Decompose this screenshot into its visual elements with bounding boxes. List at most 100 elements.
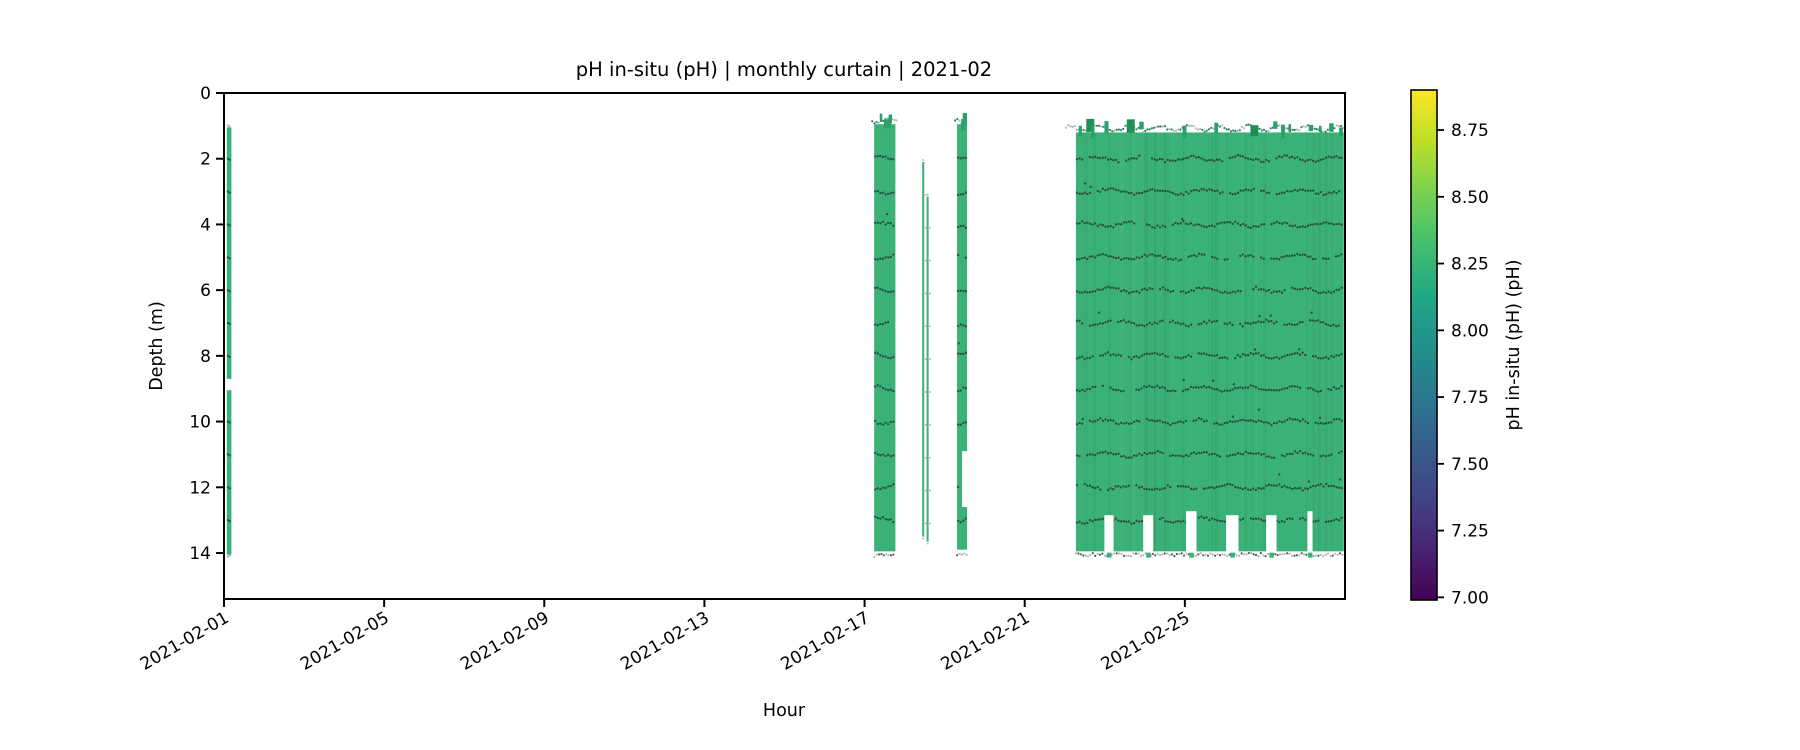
trace-dots	[1075, 252, 1343, 262]
curtain-segment-line-feb18-b	[926, 193, 932, 545]
colorbar-tick-label: 8.00	[1451, 321, 1489, 341]
texture-stripe	[1168, 132, 1169, 551]
colorbar-tick-label: 8.25	[1451, 255, 1489, 275]
notch-bottom-stub	[1189, 552, 1194, 558]
surface-spike	[1139, 121, 1144, 130]
strip-edge-dots	[226, 124, 232, 558]
surface-spike	[1182, 125, 1187, 139]
trace-dots	[1075, 182, 1341, 197]
x-axis-label: Hour	[763, 701, 806, 721]
bottom-dark-dots	[1077, 552, 1342, 558]
trace-dots	[956, 254, 967, 259]
texture-stripe	[1331, 132, 1332, 551]
trace-dots	[956, 191, 968, 197]
x-tick-label: 2021-02-05	[297, 608, 393, 675]
trace-dots	[956, 323, 968, 328]
y-tick-label: 8	[200, 347, 211, 367]
curtain-segment-cast-feb01	[226, 124, 232, 558]
y-tick-label: 4	[200, 215, 211, 235]
y-axis-label: Depth (m)	[147, 301, 167, 391]
plot-border	[223, 92, 1346, 600]
texture-stripe	[1087, 132, 1089, 551]
bottom-notch	[1186, 511, 1197, 553]
trace-dots	[874, 419, 895, 426]
line-dots	[926, 193, 932, 545]
trace-dots	[874, 451, 895, 458]
segment-fill	[874, 124, 896, 552]
trace-dots	[874, 286, 895, 294]
trace-dots	[874, 253, 895, 261]
strip-marks	[226, 157, 231, 523]
texture-stripe	[1122, 132, 1124, 551]
bottom-dark-dots	[877, 552, 895, 557]
colorbar-tick-label: 8.50	[1451, 188, 1489, 208]
trace-dots	[874, 483, 895, 491]
trace-dots	[874, 154, 895, 161]
surface-spike	[1086, 118, 1095, 132]
texture-stripe	[1255, 132, 1257, 551]
y-tick-label: 12	[189, 478, 211, 498]
texture-stripe	[1211, 132, 1213, 551]
surface-spike	[1281, 124, 1285, 139]
trace-dots	[874, 515, 895, 524]
bottom-notch	[1143, 515, 1154, 553]
bottom-notch	[1266, 515, 1277, 553]
surface-spike	[887, 119, 892, 129]
segment-fill	[957, 124, 968, 550]
texture-stripe	[1226, 132, 1227, 551]
x-tick-label: 2021-02-21	[938, 608, 1034, 675]
colorbar-tick-label: 8.75	[1451, 121, 1489, 141]
segment-fill	[922, 162, 925, 537]
texture-stripe	[1130, 132, 1132, 551]
trace-dots	[874, 321, 890, 327]
colorbar-tick-label: 7.00	[1451, 588, 1489, 608]
surface-spike	[962, 113, 968, 126]
colorbar-tick-label: 7.25	[1451, 522, 1489, 542]
segment-fill	[226, 127, 232, 555]
trace-dots	[1075, 311, 1340, 328]
trace-dots	[874, 189, 895, 196]
segment-fill	[926, 196, 929, 542]
trace-dots	[1075, 473, 1343, 492]
surface-spike	[1273, 121, 1278, 129]
x-tick-label: 2021-02-01	[137, 608, 233, 675]
surface-spike	[1214, 122, 1219, 133]
trace-dots	[956, 386, 968, 393]
trace-dots	[1075, 449, 1343, 459]
data-layer	[226, 113, 1345, 558]
texture-stripe	[1221, 132, 1222, 551]
x-tick-label: 2021-02-17	[778, 608, 874, 675]
segment-gap	[226, 378, 232, 391]
surface-spike	[1091, 125, 1095, 139]
bottom-grey-dots	[873, 553, 890, 558]
surface-dark-dots	[1078, 123, 1343, 133]
line-dots	[922, 159, 927, 540]
texture-stripe	[1313, 132, 1315, 551]
texture-stripe	[1318, 132, 1321, 551]
x-tick-label: 2021-02-09	[457, 608, 553, 675]
y-tick-label: 2	[200, 150, 211, 170]
trace-dots	[1075, 408, 1343, 427]
surface-spike	[1339, 127, 1343, 137]
y-tick-label: 0	[200, 84, 211, 104]
trace-dots	[956, 421, 968, 426]
tick-marks: 2021-02-01 2021-02-05 2021-02-09 2021-02-13…	[137, 84, 1193, 675]
y-tick-label: 10	[189, 413, 211, 433]
notch-bottom-stub	[1269, 552, 1274, 558]
notch-bottom-stub	[1146, 552, 1151, 558]
trace-dots	[1075, 217, 1343, 230]
bottom-notch	[1104, 515, 1114, 553]
colorbar: pH in-situ (pH) (pH) 8.75 8.50 8.25 8.00 7.7…	[1410, 89, 1524, 608]
bottom-grey-dots	[958, 552, 968, 556]
bottom-grey-dots	[1074, 552, 1344, 558]
texture-stripe	[1120, 132, 1122, 551]
bottom-notch	[1307, 511, 1313, 553]
trace-dots	[874, 351, 895, 360]
surface-spike	[888, 114, 893, 124]
curtain-segment-band-feb17	[871, 113, 898, 558]
colorbar-tick-label: 7.75	[1451, 388, 1489, 408]
surface-spike	[1126, 119, 1135, 133]
curtain-segment-line-feb18-a	[922, 159, 927, 540]
